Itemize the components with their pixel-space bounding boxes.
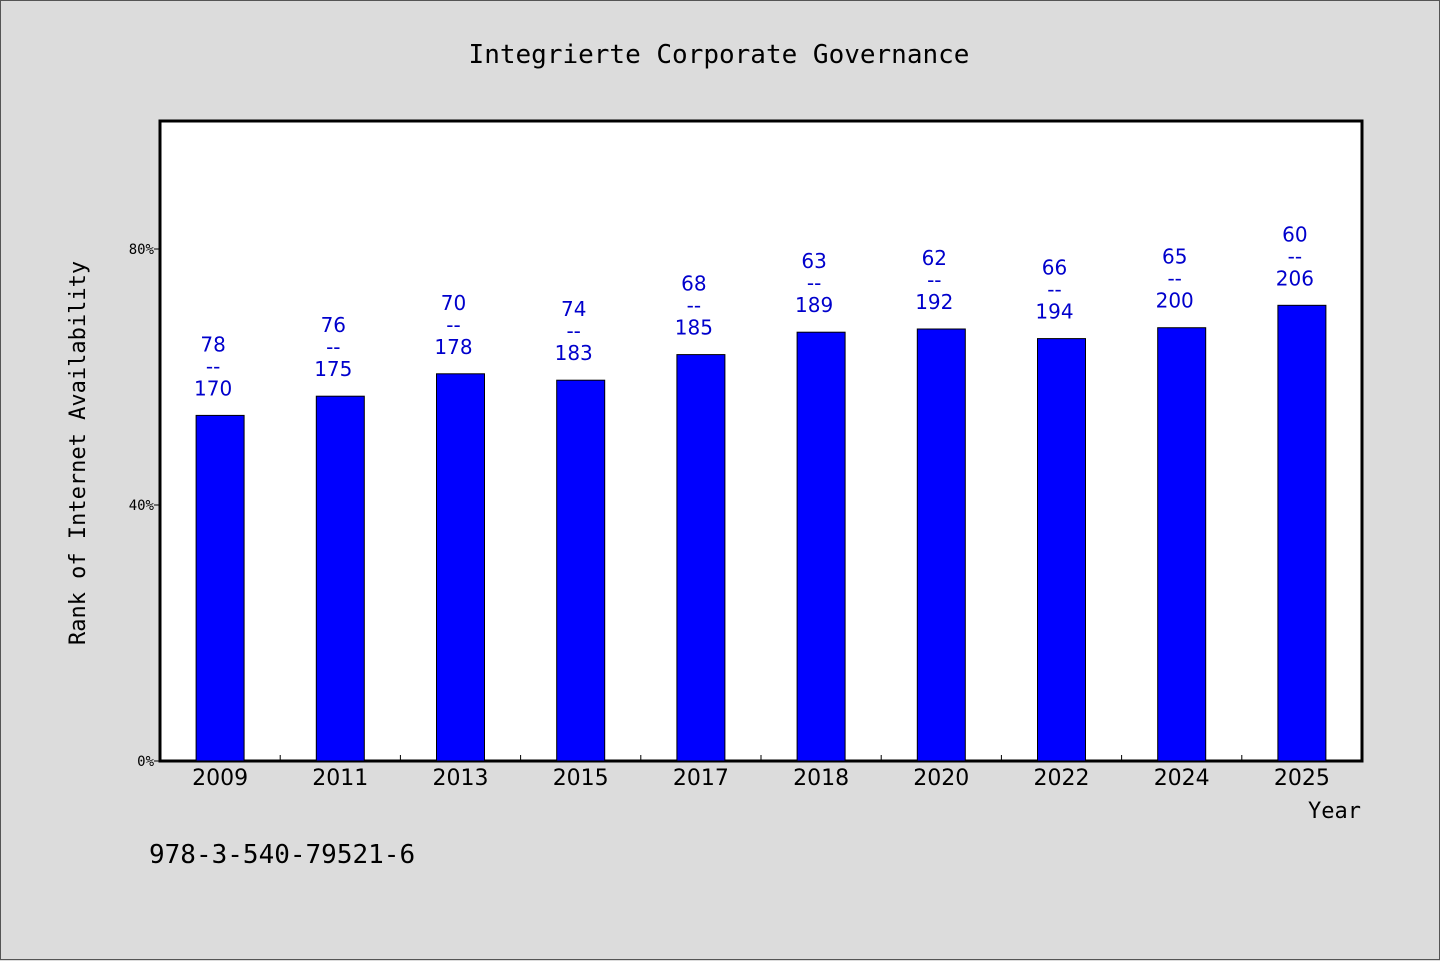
y-tick-label-40: 40% xyxy=(129,498,155,514)
data-label-2011-line2: -- xyxy=(326,335,340,359)
data-label-2015-line1: 74 xyxy=(561,297,586,321)
x-tick-label-2015: 2015 xyxy=(553,766,609,791)
data-label-2020-line1: 62 xyxy=(922,246,947,270)
bar-2017 xyxy=(676,354,726,762)
data-label-2011-line3: 175 xyxy=(314,357,352,381)
y-axis-label: Rank of Internet Availability xyxy=(66,261,91,645)
data-label-2009-line1: 78 xyxy=(200,332,225,356)
x-tick-label-2011: 2011 xyxy=(312,766,368,791)
data-label-2025-line3: 206 xyxy=(1276,266,1314,290)
x-axis: 2009 2011 2013 2015 2017 2018 2020 2022 2024 2025 xyxy=(192,755,1330,791)
bar-2020 xyxy=(916,328,966,762)
data-label-2017-line3: 185 xyxy=(675,316,713,340)
data-label-2020-line2: -- xyxy=(927,268,941,292)
data-label-2017-line1: 68 xyxy=(681,272,706,296)
x-tick-label-2017: 2017 xyxy=(673,766,729,791)
data-label-2015-line3: 183 xyxy=(555,341,593,365)
data-label-2011-line1: 76 xyxy=(321,313,346,337)
data-label-2024-line3: 200 xyxy=(1156,289,1194,313)
bar-2013 xyxy=(436,373,485,762)
bars-group xyxy=(195,304,1327,762)
x-tick-label-2013: 2013 xyxy=(433,766,489,791)
x-tick-label-2022: 2022 xyxy=(1034,766,1090,791)
bar-2015 xyxy=(556,379,606,762)
isbn-text: 978-3-540-79521-6 xyxy=(149,840,415,870)
x-tick-label-2020: 2020 xyxy=(913,766,969,791)
data-label-2024-line1: 65 xyxy=(1162,245,1187,269)
data-label-2009-line2: -- xyxy=(206,354,220,378)
bar-2009 xyxy=(195,414,245,762)
data-label-2009-line3: 170 xyxy=(194,376,232,400)
x-tick-label-2018: 2018 xyxy=(793,766,849,791)
data-label-2024-line2: -- xyxy=(1167,267,1181,291)
bar-2025 xyxy=(1277,304,1327,762)
bar-2022 xyxy=(1037,338,1086,762)
data-label-2020-line3: 192 xyxy=(915,290,953,314)
data-label-2013-line1: 70 xyxy=(441,291,466,315)
data-label-2013-line3: 178 xyxy=(434,335,472,359)
y-axis: 0% 40% 80% xyxy=(129,242,160,770)
x-tick-label-2024: 2024 xyxy=(1154,766,1210,791)
data-label-2018-line3: 189 xyxy=(795,293,833,317)
chart-title: Integrierte Corporate Governance xyxy=(469,40,970,70)
data-label-2022-line3: 194 xyxy=(1035,300,1073,324)
data-label-2015-line2: -- xyxy=(566,319,580,343)
data-label-2017-line2: -- xyxy=(687,294,701,318)
bar-2018 xyxy=(796,331,846,762)
data-label-2025-line1: 60 xyxy=(1282,222,1307,246)
data-label-2022-line2: -- xyxy=(1047,278,1061,302)
bar-2011 xyxy=(315,395,365,762)
bar-2024 xyxy=(1157,327,1207,762)
data-label-2013-line2: -- xyxy=(446,313,460,337)
data-label-2018-line2: -- xyxy=(807,271,821,295)
x-tick-label-2009: 2009 xyxy=(192,766,248,791)
data-label-2022-line1: 66 xyxy=(1042,256,1067,280)
y-tick-label-80: 80% xyxy=(129,242,155,258)
data-label-2018-line1: 63 xyxy=(801,249,826,273)
data-label-2025-line2: -- xyxy=(1288,244,1302,268)
y-tick-label-0: 0% xyxy=(137,754,154,770)
data-labels-group: 78--17076--17570--17874--18368--18563--1… xyxy=(194,222,1314,400)
x-axis-label: Year xyxy=(1308,799,1361,824)
x-tick-label-2025: 2025 xyxy=(1274,766,1330,791)
